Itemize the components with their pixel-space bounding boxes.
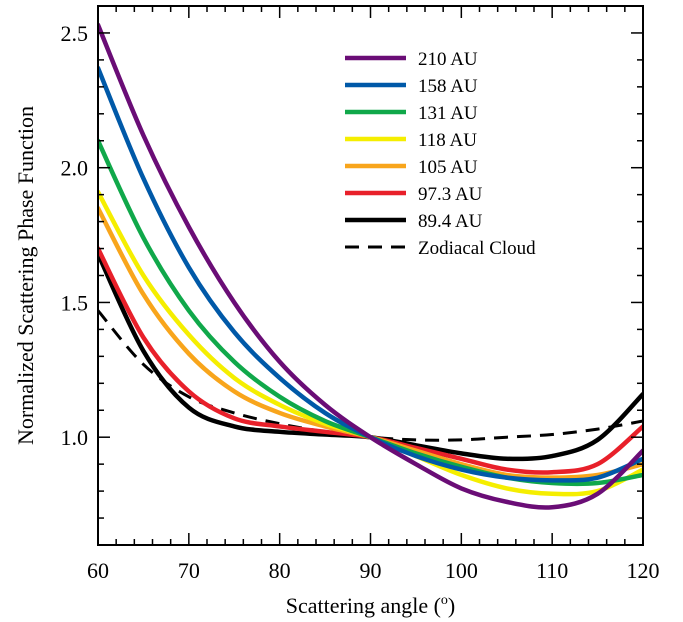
x-tick-label: 120 xyxy=(627,558,660,583)
x-tick-label: 100 xyxy=(445,558,478,583)
legend-label-210-au: 210 AU xyxy=(418,49,478,70)
y-tick-label: 1.0 xyxy=(61,425,89,450)
y-tick-label: 2.0 xyxy=(61,156,89,181)
legend: 210 AU 158 AU 131 AU 118 AU 105 AU 97.3 AU 89.… xyxy=(345,49,536,259)
legend-label-131-au: 131 AU xyxy=(418,103,478,124)
legend-label-118-au: 118 AU xyxy=(418,130,477,151)
legend-label-89-4-au: 89.4 AU xyxy=(418,211,483,232)
y-tick-label: 2.5 xyxy=(61,21,89,46)
axis-ticks xyxy=(97,5,644,546)
legend-label-158-au: 158 AU xyxy=(418,76,478,97)
x-tick-label: 70 xyxy=(178,558,200,583)
x-tick-label: 110 xyxy=(536,558,568,583)
x-tick-label: 60 xyxy=(87,558,109,583)
x-axis-title: Scattering angle (o) xyxy=(286,593,456,618)
series-line-158-au xyxy=(98,65,643,483)
legend-label-97-3-au: 97.3 AU xyxy=(418,184,483,205)
series-line-zodiacal-cloud xyxy=(98,309,643,442)
axis-tick-labels: 60 70 80 90 100 110 120 1.0 1.5 2.0 2.5 xyxy=(61,21,660,583)
legend-label-105-au: 105 AU xyxy=(418,157,478,178)
series-lines xyxy=(98,22,643,510)
y-tick-label: 1.5 xyxy=(61,290,89,315)
legend-label-zodiacal-cloud: Zodiacal Cloud xyxy=(418,238,536,259)
y-axis-title: Normalized Scattering Phase Function xyxy=(13,106,38,445)
series-line-89-4-au xyxy=(98,251,643,462)
x-tick-label: 80 xyxy=(269,558,291,583)
series-line-210-au xyxy=(98,22,643,510)
x-tick-label: 90 xyxy=(360,558,382,583)
